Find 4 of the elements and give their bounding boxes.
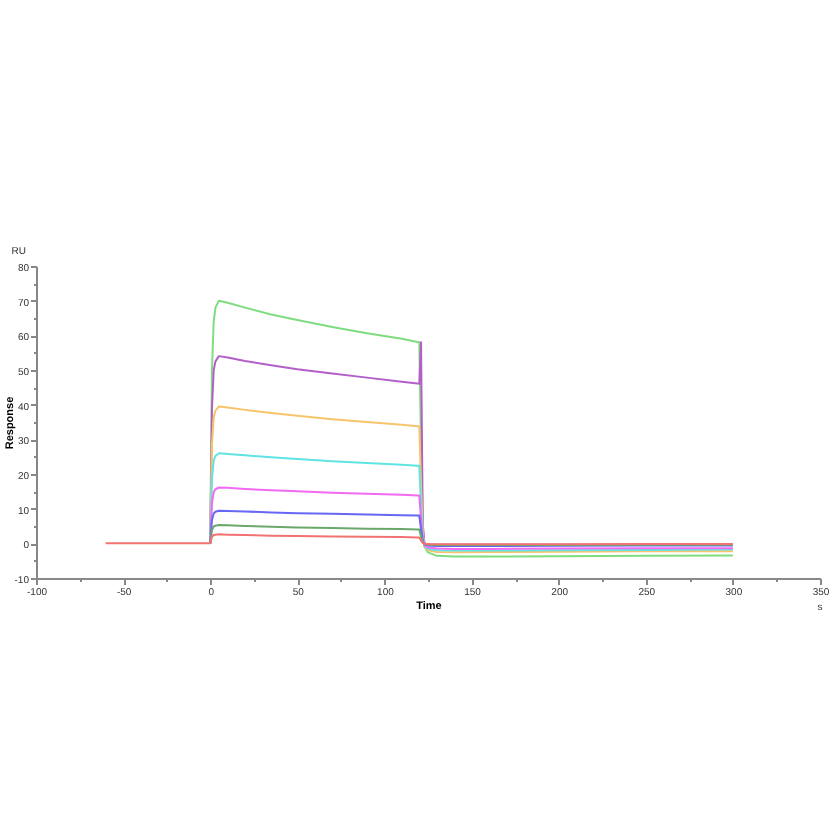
line-series: [209, 452, 734, 552]
line-series: [209, 405, 734, 554]
line-series: [209, 523, 734, 547]
line-series: [209, 486, 734, 550]
